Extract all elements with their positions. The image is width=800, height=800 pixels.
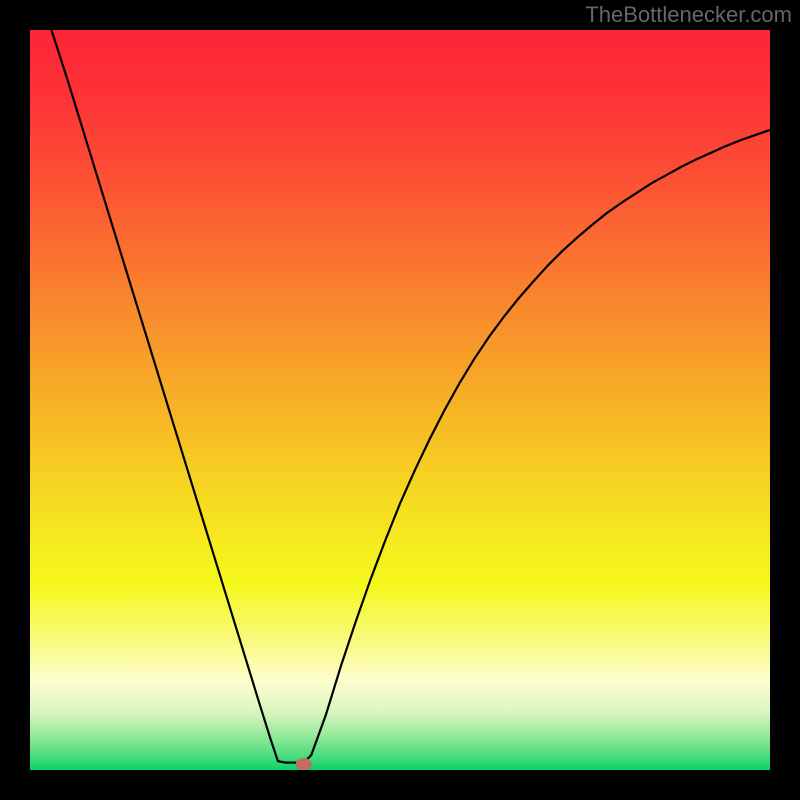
chart-svg — [0, 0, 800, 800]
bottleneck-chart: TheBottlenecker.com — [0, 0, 800, 800]
chart-gradient-background — [30, 30, 770, 770]
optimal-point-marker — [296, 758, 312, 770]
